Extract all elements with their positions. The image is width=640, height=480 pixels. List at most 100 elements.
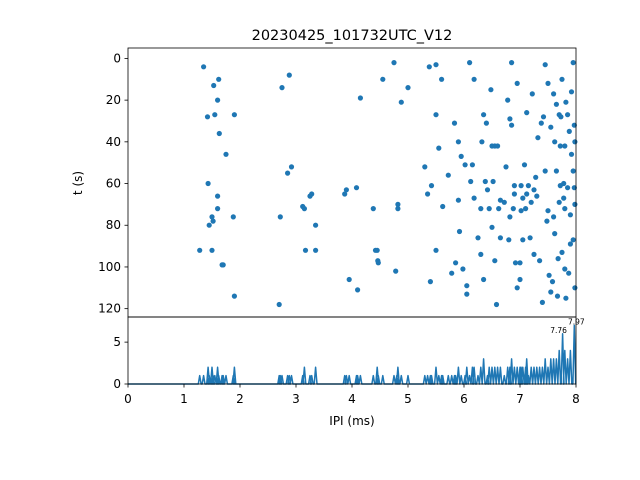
histogram-x-tick-label: 8	[572, 392, 580, 406]
scatter-point	[514, 80, 520, 86]
scatter-point	[540, 114, 547, 120]
scatter-point	[405, 85, 411, 91]
scatter-y-tick-label: 20	[106, 93, 121, 107]
scatter-point	[561, 195, 567, 201]
scatter-y-tick-label: 80	[106, 218, 121, 232]
scatter-point	[313, 247, 319, 253]
scatter-point	[567, 241, 574, 247]
scatter-point	[511, 191, 517, 197]
scatter-point	[505, 97, 511, 103]
scatter-point	[439, 76, 445, 82]
scatter-point	[531, 251, 537, 257]
scatter-point	[211, 82, 217, 89]
scatter-point	[433, 247, 439, 253]
scatter-point	[554, 293, 561, 299]
scatter-point	[542, 168, 548, 174]
scatter-point	[568, 89, 575, 95]
scatter-point	[570, 237, 576, 243]
scatter-point	[302, 247, 309, 253]
scatter-point	[572, 285, 578, 291]
scatter-point	[509, 122, 515, 128]
scatter-y-axis-label: t (s)	[71, 171, 85, 195]
scatter-point	[209, 214, 215, 220]
scatter-point	[375, 260, 381, 266]
scatter-point	[556, 199, 562, 205]
scatter-point	[555, 256, 561, 262]
scatter-point	[231, 293, 237, 299]
scatter-point	[501, 199, 507, 205]
histogram-x-tick-label: 2	[236, 392, 244, 406]
scatter-point	[545, 208, 551, 214]
scatter-point	[425, 191, 431, 197]
scatter-point	[497, 235, 503, 241]
scatter-point	[220, 262, 226, 268]
scatter-point	[209, 247, 215, 253]
scatter-point	[511, 183, 517, 189]
scatter-point	[309, 191, 315, 197]
scatter-point	[215, 206, 221, 212]
scatter-point	[426, 64, 432, 70]
scatter-point	[572, 201, 578, 207]
histogram-peak-label: 7.97	[568, 317, 585, 326]
scatter-point	[455, 197, 461, 203]
scatter-y-tick-label: 0	[113, 51, 121, 65]
scatter-point	[572, 139, 578, 145]
histogram-x-tick-label: 1	[180, 392, 188, 406]
scatter-point	[398, 99, 404, 105]
histogram-x-tick-label: 6	[460, 392, 468, 406]
scatter-panel: 0 20 40 60 80 100 120 t (s)	[71, 47, 578, 318]
scatter-point	[201, 64, 207, 70]
scatter-point	[279, 85, 285, 91]
scatter-point	[490, 178, 496, 185]
scatter-point	[216, 130, 222, 137]
scatter-point	[393, 268, 399, 274]
scatter-point	[285, 170, 291, 176]
scatter-point	[520, 195, 526, 201]
scatter-point	[342, 191, 348, 197]
scatter-point	[482, 178, 488, 185]
scatter-point	[492, 258, 498, 264]
scatter-point	[210, 218, 216, 224]
scatter-point	[559, 249, 565, 255]
scatter-point	[301, 206, 307, 212]
scatter-point	[495, 143, 501, 149]
scatter-point	[440, 203, 446, 210]
scatter-point	[471, 195, 477, 201]
scatter-point	[467, 60, 473, 66]
chart-title: 20230425_101732UTC_V12	[252, 28, 453, 44]
histogram-axes-frame	[127, 316, 577, 385]
scatter-point	[357, 95, 363, 101]
scatter-point	[215, 97, 221, 103]
scatter-point	[562, 206, 568, 212]
scatter-y-tick-label: 60	[106, 177, 121, 191]
scatter-point	[427, 279, 433, 285]
scatter-y-tick-label: 120	[98, 302, 121, 316]
scatter-point	[433, 112, 439, 118]
scatter-point	[507, 214, 513, 220]
scatter-point	[559, 76, 565, 82]
scatter-point	[558, 114, 564, 120]
scatter-point	[346, 276, 352, 283]
scatter-point	[206, 222, 212, 228]
scatter-point	[484, 187, 491, 193]
scatter-point	[570, 60, 576, 66]
scatter-point	[215, 193, 221, 199]
histogram-x-tick-label: 7	[516, 392, 524, 406]
histogram-x-axis-ticks: 0 1 2 3 4 5 6 7 8	[124, 384, 580, 406]
scatter-point	[464, 291, 470, 297]
histogram-x-tick-label: 4	[348, 392, 356, 406]
scatter-point	[561, 180, 567, 187]
scatter-point	[537, 258, 543, 264]
scatter-point	[204, 114, 211, 120]
scatter-point	[542, 62, 548, 68]
scatter-point	[529, 91, 535, 97]
scatter-point	[353, 185, 360, 191]
histogram-x-axis-label: IPI (ms)	[329, 414, 374, 428]
scatter-point	[455, 139, 461, 145]
scatter-point	[568, 151, 575, 157]
scatter-point	[552, 231, 558, 237]
scatter-point	[313, 222, 319, 228]
scatter-point	[566, 128, 572, 134]
